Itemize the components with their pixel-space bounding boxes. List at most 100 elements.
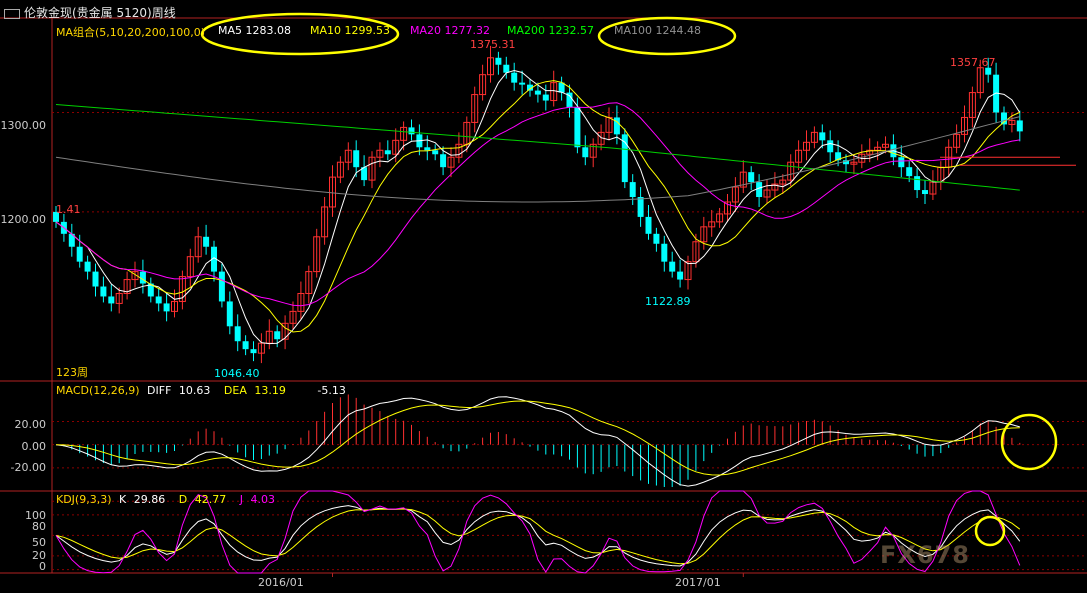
candle-body-down	[353, 150, 360, 168]
kdj-tick-20: 20	[32, 549, 46, 562]
candle-body-up	[795, 149, 803, 163]
candle-body-up	[368, 156, 376, 181]
candle-body-up	[763, 189, 771, 198]
candle-body-down	[613, 117, 620, 135]
candle-body-up	[194, 236, 202, 258]
ma200-line	[55, 104, 1020, 191]
ma20-line	[55, 102, 1020, 307]
high-label-1: 1375.31	[470, 38, 516, 51]
candle-body-up	[305, 271, 313, 294]
candle-body-up	[787, 161, 795, 181]
candle-body-up	[313, 236, 321, 273]
candle-body-down	[574, 107, 581, 148]
candle-body-down	[424, 147, 431, 151]
candle-body-down	[408, 127, 415, 135]
candle-body-down	[234, 326, 241, 342]
candle-body-up	[186, 256, 194, 278]
candle-body-down	[922, 190, 928, 195]
candle-body-down	[645, 216, 652, 234]
candle-body-up	[344, 149, 352, 163]
chart-title: 伦敦金现(贵金属 5120)周线	[4, 4, 176, 21]
candle-body-down	[827, 140, 834, 153]
candle-body-down	[653, 233, 660, 244]
candle-body-down	[274, 331, 281, 340]
candle-body-down	[843, 160, 849, 165]
candle-body-up	[479, 74, 487, 96]
candle-body-down	[661, 243, 668, 262]
candle-body-down	[1001, 112, 1007, 125]
candle-body-down	[534, 90, 541, 95]
highlight-ellipse-ma	[200, 12, 400, 56]
candle-body-up	[447, 156, 455, 168]
candle-body-down	[914, 176, 921, 191]
candle-body-up	[968, 92, 976, 118]
candle-body-up	[487, 57, 494, 76]
candle-body-up	[882, 143, 889, 148]
candle-body-down	[76, 246, 83, 262]
candle-body-up	[739, 171, 747, 188]
candle-body-up	[376, 149, 384, 158]
price-tick-1300: 1300.00	[0, 119, 47, 132]
kdj-tick-100: 100	[25, 509, 46, 522]
macd-tick-0: 0.00	[21, 440, 47, 453]
candle-body-up	[976, 67, 984, 94]
candle-body-down	[53, 211, 59, 222]
candle-body-down	[68, 233, 75, 247]
highlight-circle-macd	[1000, 413, 1058, 471]
candle-body-up	[400, 126, 408, 141]
kdj-tick-0: 0	[39, 560, 46, 573]
candle-body-down	[163, 303, 170, 312]
left-price-label: 1.41	[56, 203, 81, 216]
candle-body-down	[100, 286, 107, 297]
candle-body-down	[906, 167, 913, 177]
candle-body-up	[455, 143, 463, 158]
candle-body-up	[850, 161, 858, 165]
candle-body-down	[242, 341, 249, 350]
candle-body-down	[542, 94, 549, 101]
candle-body-up	[810, 131, 818, 143]
candle-body-down	[384, 150, 391, 155]
candle-body-down	[669, 261, 676, 272]
highlight-circle-kdj	[974, 515, 1006, 547]
candle-body-up	[771, 183, 779, 191]
window-icon	[4, 8, 20, 19]
candle-body-up	[866, 149, 874, 155]
ma200-legend: MA200 1232.57	[507, 24, 595, 37]
candle-body-down	[835, 152, 842, 161]
candle-body-down	[495, 57, 502, 65]
candle-body-down	[985, 67, 992, 75]
macd-tick-neg20: -20.00	[10, 461, 46, 474]
candle-body-down	[637, 197, 644, 217]
candle-body-up	[115, 292, 123, 304]
highlight-ellipse-ma100	[597, 16, 737, 56]
low-label-1: 1046.40	[214, 367, 260, 380]
candle-body-down	[819, 132, 826, 141]
x-label-2016: 2016/01	[258, 576, 304, 589]
candle-body-up	[731, 186, 739, 203]
candle-body-up	[392, 139, 400, 155]
macd-dea-line	[55, 400, 1020, 476]
candle-body-down	[84, 261, 91, 272]
x-label-2017: 2017/01	[675, 576, 721, 589]
candle-body-up	[684, 261, 692, 281]
candle-body-up	[321, 206, 329, 238]
low-label-2: 1122.89	[645, 295, 691, 308]
candle-body-down	[566, 92, 573, 108]
ma100-line	[55, 116, 1020, 203]
candle-body-down	[218, 271, 225, 302]
candle-body-down	[155, 296, 162, 304]
candle-body-down	[582, 147, 589, 158]
watermark-logo: FX678	[880, 541, 970, 569]
ma20-legend: MA20 1277.32	[410, 24, 491, 37]
kdj-k-line	[55, 505, 1021, 567]
candle-body-up	[257, 342, 265, 354]
candle-body-down	[108, 296, 115, 304]
candle-body-up	[471, 94, 479, 123]
candle-body-up	[700, 226, 708, 243]
high-label-2: 1357.67	[950, 56, 996, 69]
candle-body-down	[756, 182, 763, 198]
macd-tick-20: 20.00	[14, 418, 47, 431]
ma5-line	[55, 69, 1021, 345]
kdj-tick-50: 50	[32, 536, 46, 549]
